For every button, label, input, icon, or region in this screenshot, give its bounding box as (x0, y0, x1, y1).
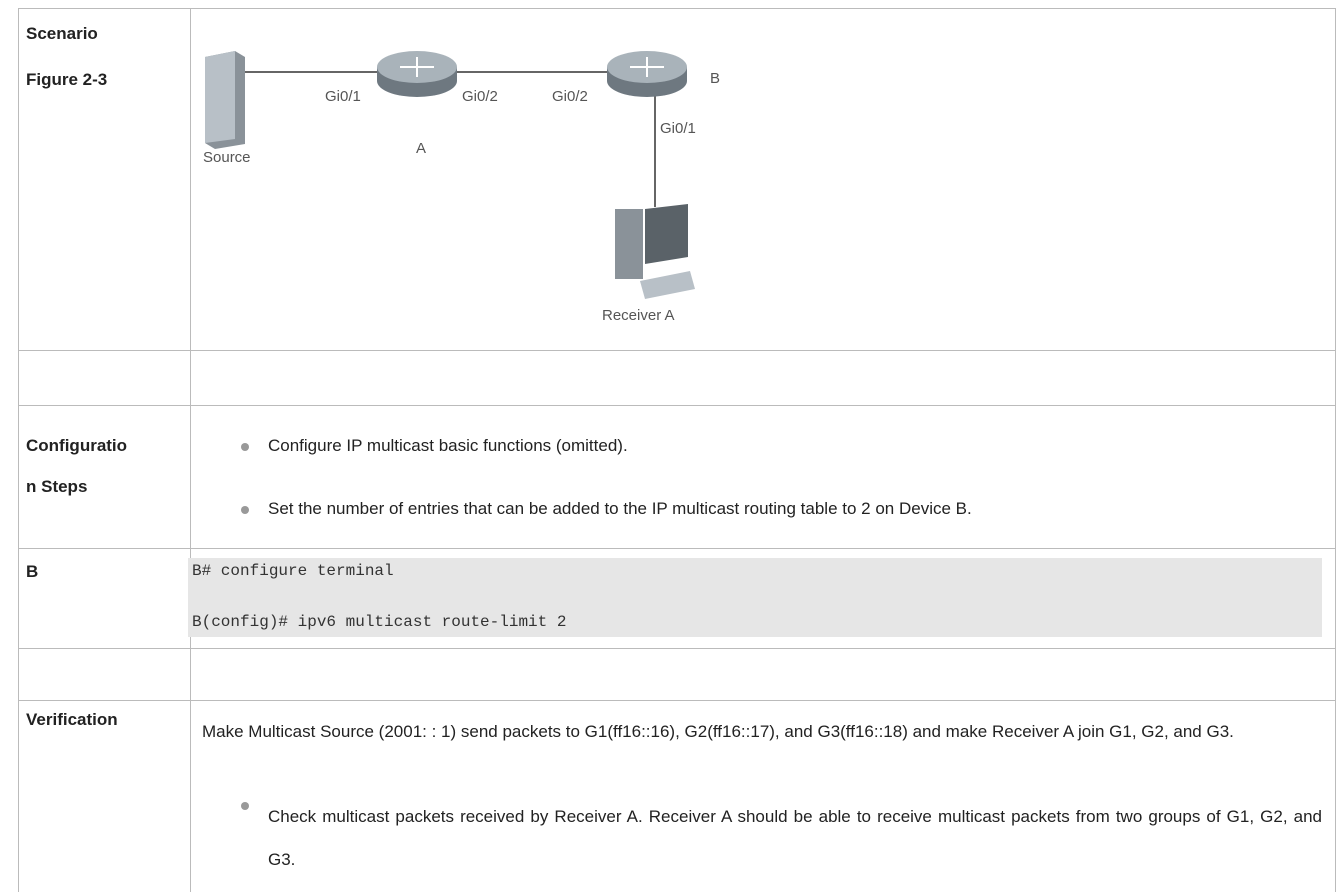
figure-label: Figure 2-3 (26, 70, 108, 89)
bullet (241, 443, 249, 451)
column-border (190, 8, 191, 892)
router-a-icon (377, 51, 457, 97)
bullet (241, 802, 249, 810)
device-label: A (416, 140, 426, 157)
bullet-text: Check multicast packets received by Rece… (268, 807, 1322, 869)
port-label: Gi0/2 (462, 88, 498, 105)
row-heading: B (26, 562, 39, 581)
server-icon (205, 51, 245, 149)
pc-icon (615, 204, 695, 299)
port-label: Gi0/1 (660, 120, 696, 137)
device-label: Receiver A (602, 307, 675, 324)
router-b-icon (607, 51, 687, 97)
bullet-text: Set the number of entries that can be ad… (268, 499, 972, 518)
row-border (18, 648, 1336, 649)
port-label: Gi0/1 (325, 88, 361, 105)
port-label: Gi0/2 (552, 88, 588, 105)
bullet-text: Configure IP multicast basic functions (… (268, 436, 628, 455)
row-border (18, 350, 1336, 351)
row-border (18, 8, 1336, 9)
paragraph: Make Multicast Source (2001: : 1) send p… (202, 722, 1234, 741)
row-border (18, 405, 1336, 406)
network-diagram: Gi0/1 Gi0/2 Gi0/2 B Gi0/1 Source A Recei… (203, 51, 720, 324)
row-heading: Scenario (26, 24, 98, 43)
row-border (18, 700, 1336, 701)
row-border (18, 548, 1336, 549)
row-heading: Verification (26, 710, 118, 729)
device-label: B (710, 70, 720, 87)
bullet (241, 506, 249, 514)
code-block: B# configure terminal B(config)# ipv6 mu… (188, 558, 1322, 637)
code-line: B# configure terminal (192, 562, 394, 580)
row-heading: n Steps (26, 477, 88, 496)
device-label: Source (203, 149, 251, 166)
code-line: B(config)# ipv6 multicast route-limit 2 (192, 613, 567, 631)
row-heading: Configuratio (26, 436, 128, 455)
column-border (18, 8, 19, 892)
